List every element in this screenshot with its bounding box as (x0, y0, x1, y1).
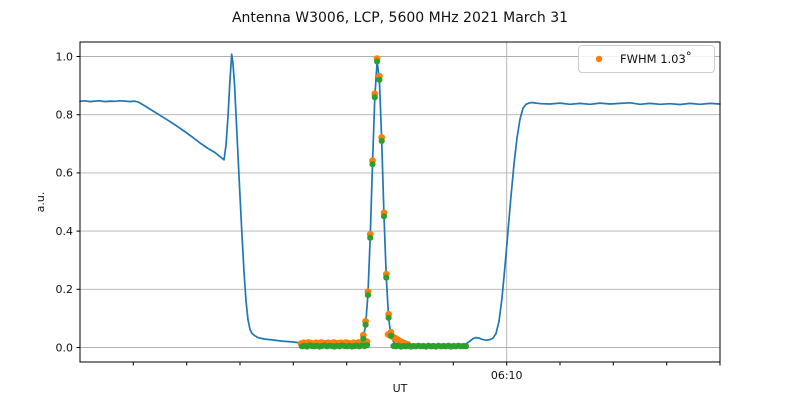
y-tick-label: 0.0 (56, 341, 74, 354)
data-point (378, 137, 385, 144)
axes-frame (79, 41, 721, 363)
legend-box (578, 45, 715, 73)
data-point (360, 335, 367, 342)
data-point (369, 161, 376, 168)
data-point (380, 213, 388, 220)
plot-area: 06:10 0.0 0.2 0.4 0.6 0.8 1.0 (56, 41, 721, 382)
legend-degree-symbol: ° (686, 49, 692, 63)
data-point (376, 76, 383, 83)
y-tick-label: 0.8 (56, 109, 74, 122)
data-point (371, 94, 378, 101)
data-point (374, 58, 381, 65)
y-axis-label: a.u. (34, 192, 47, 213)
data-point (362, 321, 369, 328)
data-point (385, 314, 392, 321)
data-point (383, 274, 390, 281)
data-point (462, 343, 470, 350)
legend-label-text: FWHM 1.03 (620, 52, 686, 66)
y-tick-label: 0.2 (56, 283, 74, 296)
y-tick-label: 0.6 (56, 167, 74, 180)
data-point (367, 234, 374, 241)
signal-line (79, 53, 721, 347)
y-tick-label: 0.4 (56, 225, 74, 238)
data-point (363, 342, 371, 349)
x-tick-label: 06:10 (491, 369, 523, 382)
legend-marker-icon (595, 55, 603, 63)
x-axis-label: UT (393, 382, 408, 395)
data-point (364, 292, 371, 299)
y-tick-label: 1.0 (56, 50, 74, 63)
legend: FWHM 1.03° (578, 45, 715, 73)
data-point (387, 332, 395, 339)
chart-title: Antenna W3006, LCP, 5600 MHz 2021 March … (232, 10, 568, 26)
legend-label: FWHM 1.03° (620, 49, 692, 66)
